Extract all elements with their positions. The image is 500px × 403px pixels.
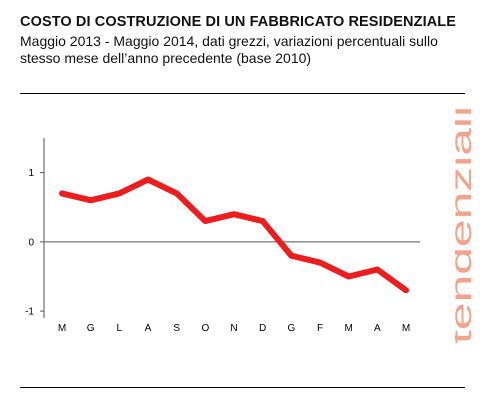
side-label: tendenziali bbox=[455, 106, 475, 344]
x-tick-label: N bbox=[230, 323, 237, 334]
x-tick-label: G bbox=[87, 323, 95, 334]
chart-title: COSTO DI COSTRUZIONE DI UN FABBRICATO RE… bbox=[20, 14, 456, 30]
y-tick-label: 0 bbox=[28, 237, 34, 248]
bottom-divider bbox=[20, 387, 465, 388]
x-tick-label: A bbox=[374, 323, 381, 334]
x-tick-label: L bbox=[117, 323, 123, 334]
y-tick-label: 1 bbox=[28, 168, 34, 179]
x-tick-label: A bbox=[145, 323, 152, 334]
x-tick-label: F bbox=[317, 323, 323, 334]
x-tick-label: D bbox=[259, 323, 266, 334]
series-line bbox=[59, 176, 409, 294]
y-ticks: -1 0 1 bbox=[25, 168, 44, 318]
x-tick-label: G bbox=[287, 323, 295, 334]
side-label-text: tendenziali bbox=[455, 106, 475, 344]
x-tick-label: S bbox=[173, 323, 180, 334]
x-tick-label: M bbox=[402, 323, 410, 334]
x-tick-label: O bbox=[201, 323, 209, 334]
x-tick-label: M bbox=[58, 323, 66, 334]
x-tick-label: M bbox=[344, 323, 352, 334]
chart-subtitle: Maggio 2013 - Maggio 2014, dati grezzi, … bbox=[20, 33, 438, 66]
y-tick-label: -1 bbox=[25, 307, 34, 318]
top-divider bbox=[20, 93, 465, 94]
